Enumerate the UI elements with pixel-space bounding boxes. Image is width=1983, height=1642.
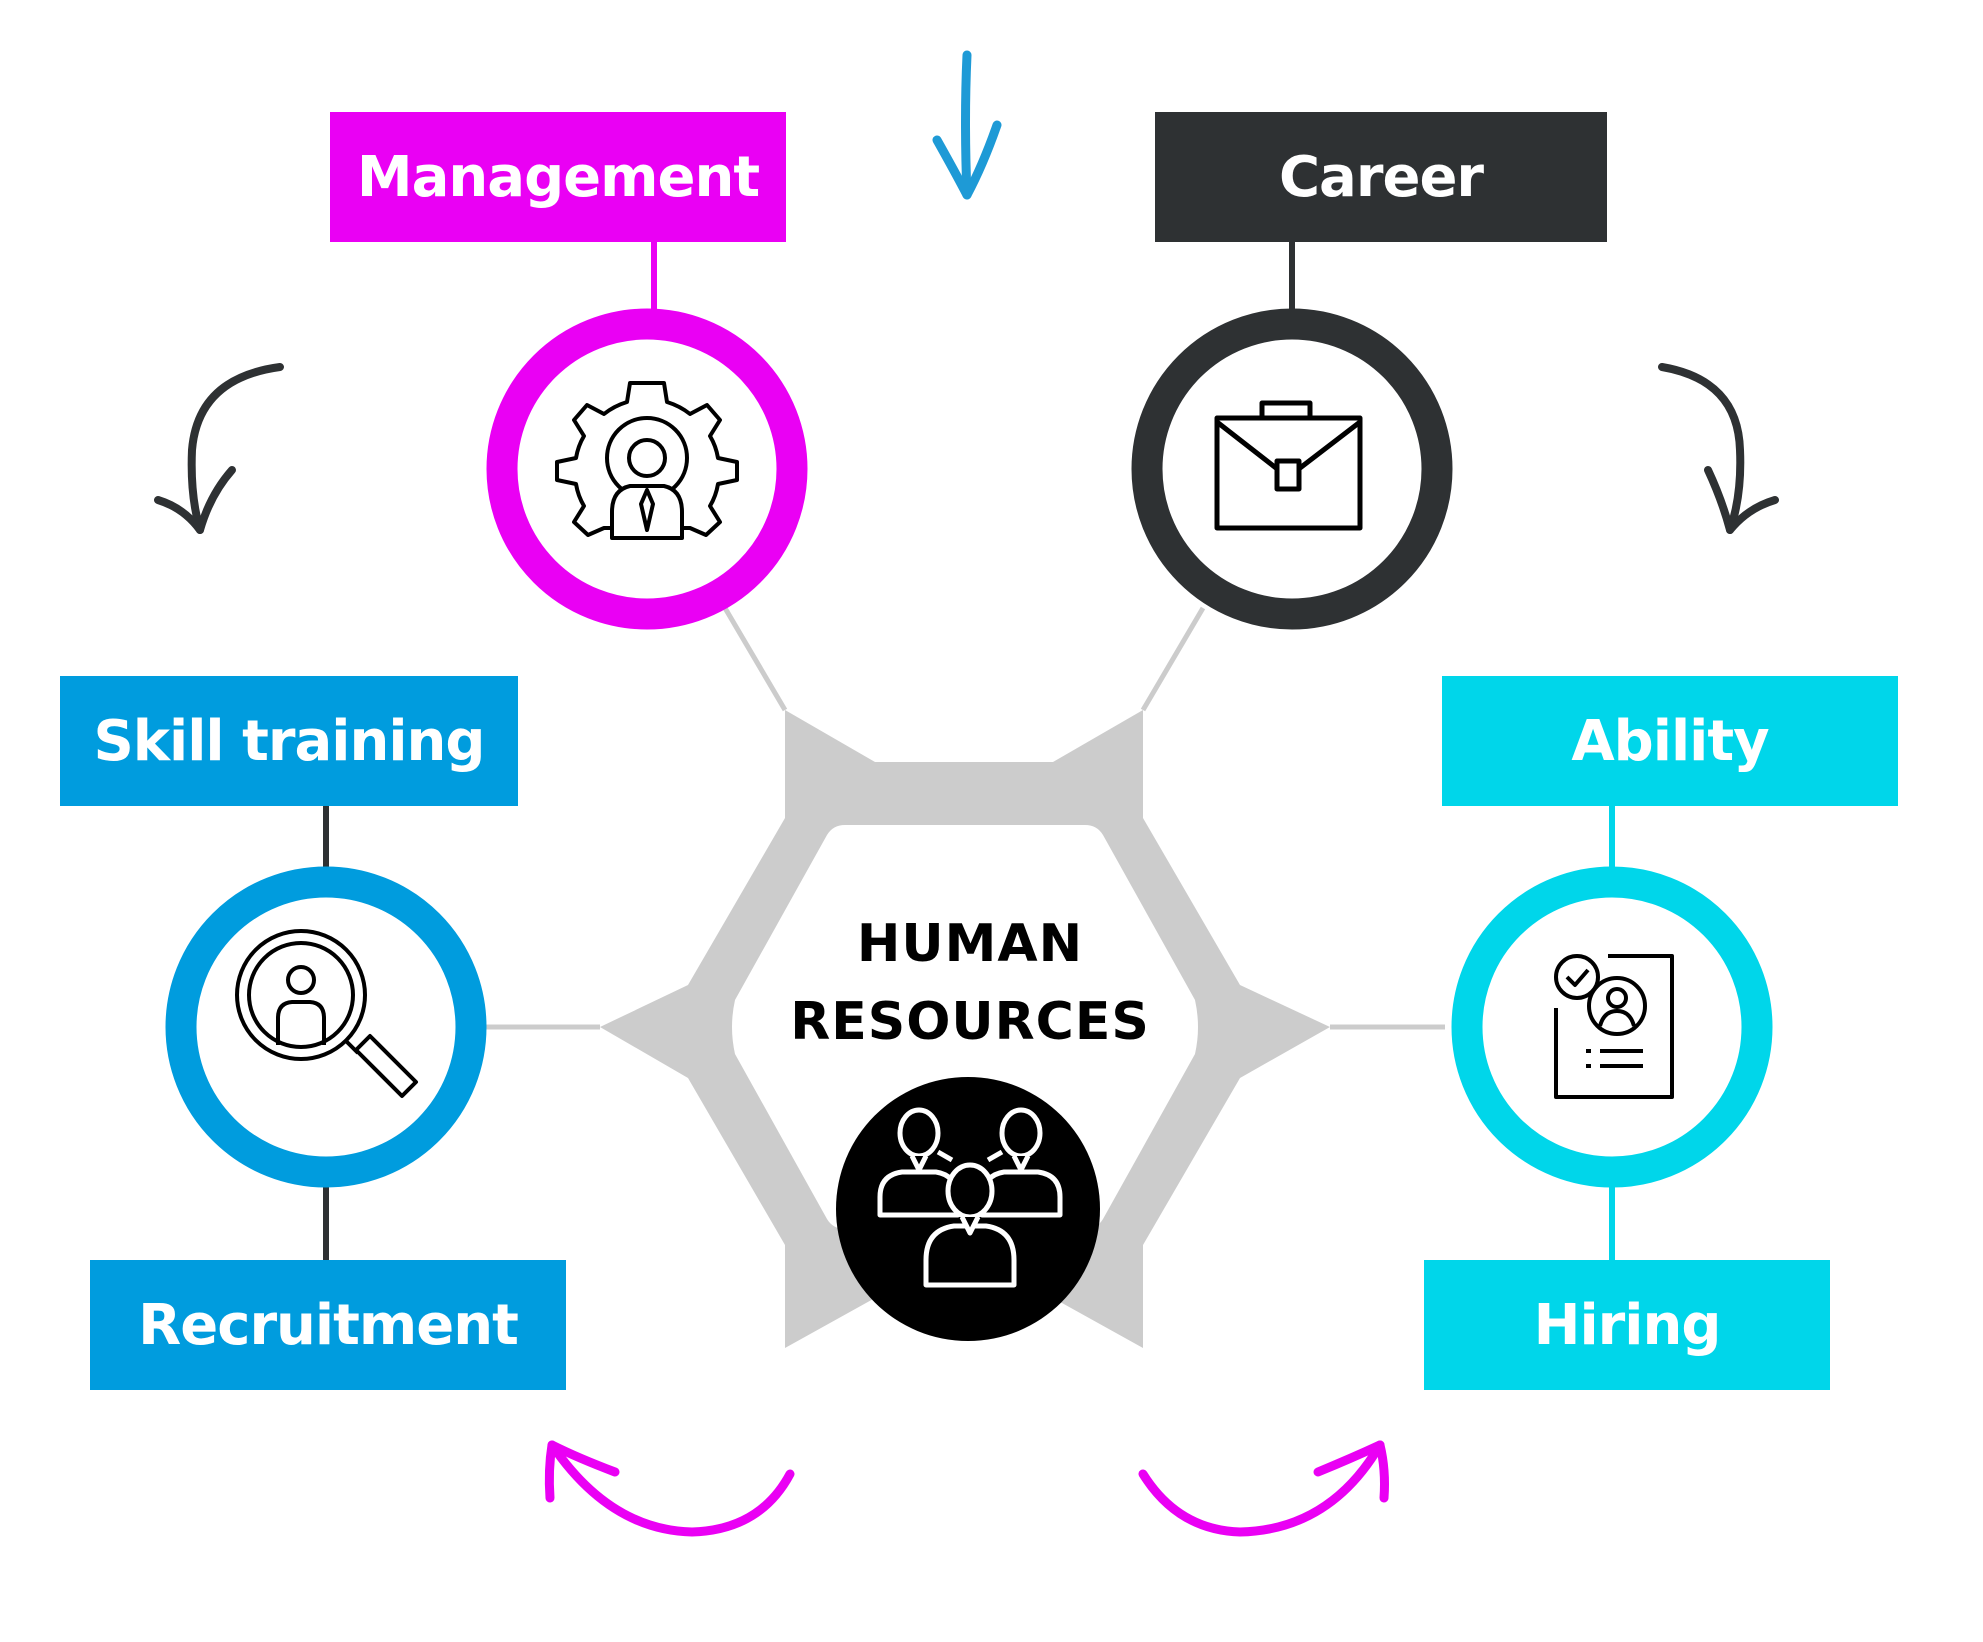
node-management [486, 308, 808, 630]
bottom-right-curved-arrow [1138, 1440, 1389, 1537]
magnifier-person-icon [235, 929, 418, 1098]
recruitment-label-text: Recruitment [138, 1292, 519, 1358]
briefcase-icon [1214, 400, 1363, 531]
label-skill-training: Skill training [60, 676, 518, 806]
center-title-line2: RESOURCES [790, 992, 1150, 1052]
left-curved-arrow [154, 363, 284, 534]
hexagon-frame [600, 710, 1330, 1348]
ability-ring [1451, 866, 1773, 1188]
label-ability: Ability [1442, 676, 1898, 806]
connector-career [1140, 606, 1206, 712]
management-ring [486, 308, 808, 630]
node-career [1131, 308, 1453, 630]
label-career: Career [1155, 112, 1607, 242]
center-title: HUMAN RESOURCES [740, 905, 1200, 1061]
stems [323, 240, 1615, 1262]
connector-management [722, 606, 788, 712]
connectors [484, 606, 1445, 1030]
skill-label-text: Skill training [93, 708, 485, 774]
center-title-line1: HUMAN [856, 914, 1084, 974]
people-network-icon [877, 1107, 1063, 1288]
management-label-text: Management [356, 144, 760, 210]
label-hiring: Hiring [1424, 1260, 1830, 1390]
node-ability [1451, 866, 1773, 1188]
resume-check-icon [1554, 954, 1674, 1099]
top-down-arrow [932, 50, 1002, 200]
label-management: Management [330, 112, 786, 242]
arrows [154, 50, 1779, 1537]
center-hexagon [600, 710, 1330, 1348]
ability-label-text: Ability [1571, 708, 1769, 774]
right-curved-arrow [1658, 363, 1779, 534]
label-recruitment: Recruitment [90, 1260, 566, 1390]
gear-person-icon [555, 381, 739, 540]
bottom-left-curved-arrow [544, 1440, 795, 1537]
career-label-text: Career [1278, 144, 1484, 210]
hiring-label-text: Hiring [1533, 1292, 1722, 1358]
center-people-circle [836, 1077, 1100, 1341]
node-skill [165, 866, 487, 1188]
